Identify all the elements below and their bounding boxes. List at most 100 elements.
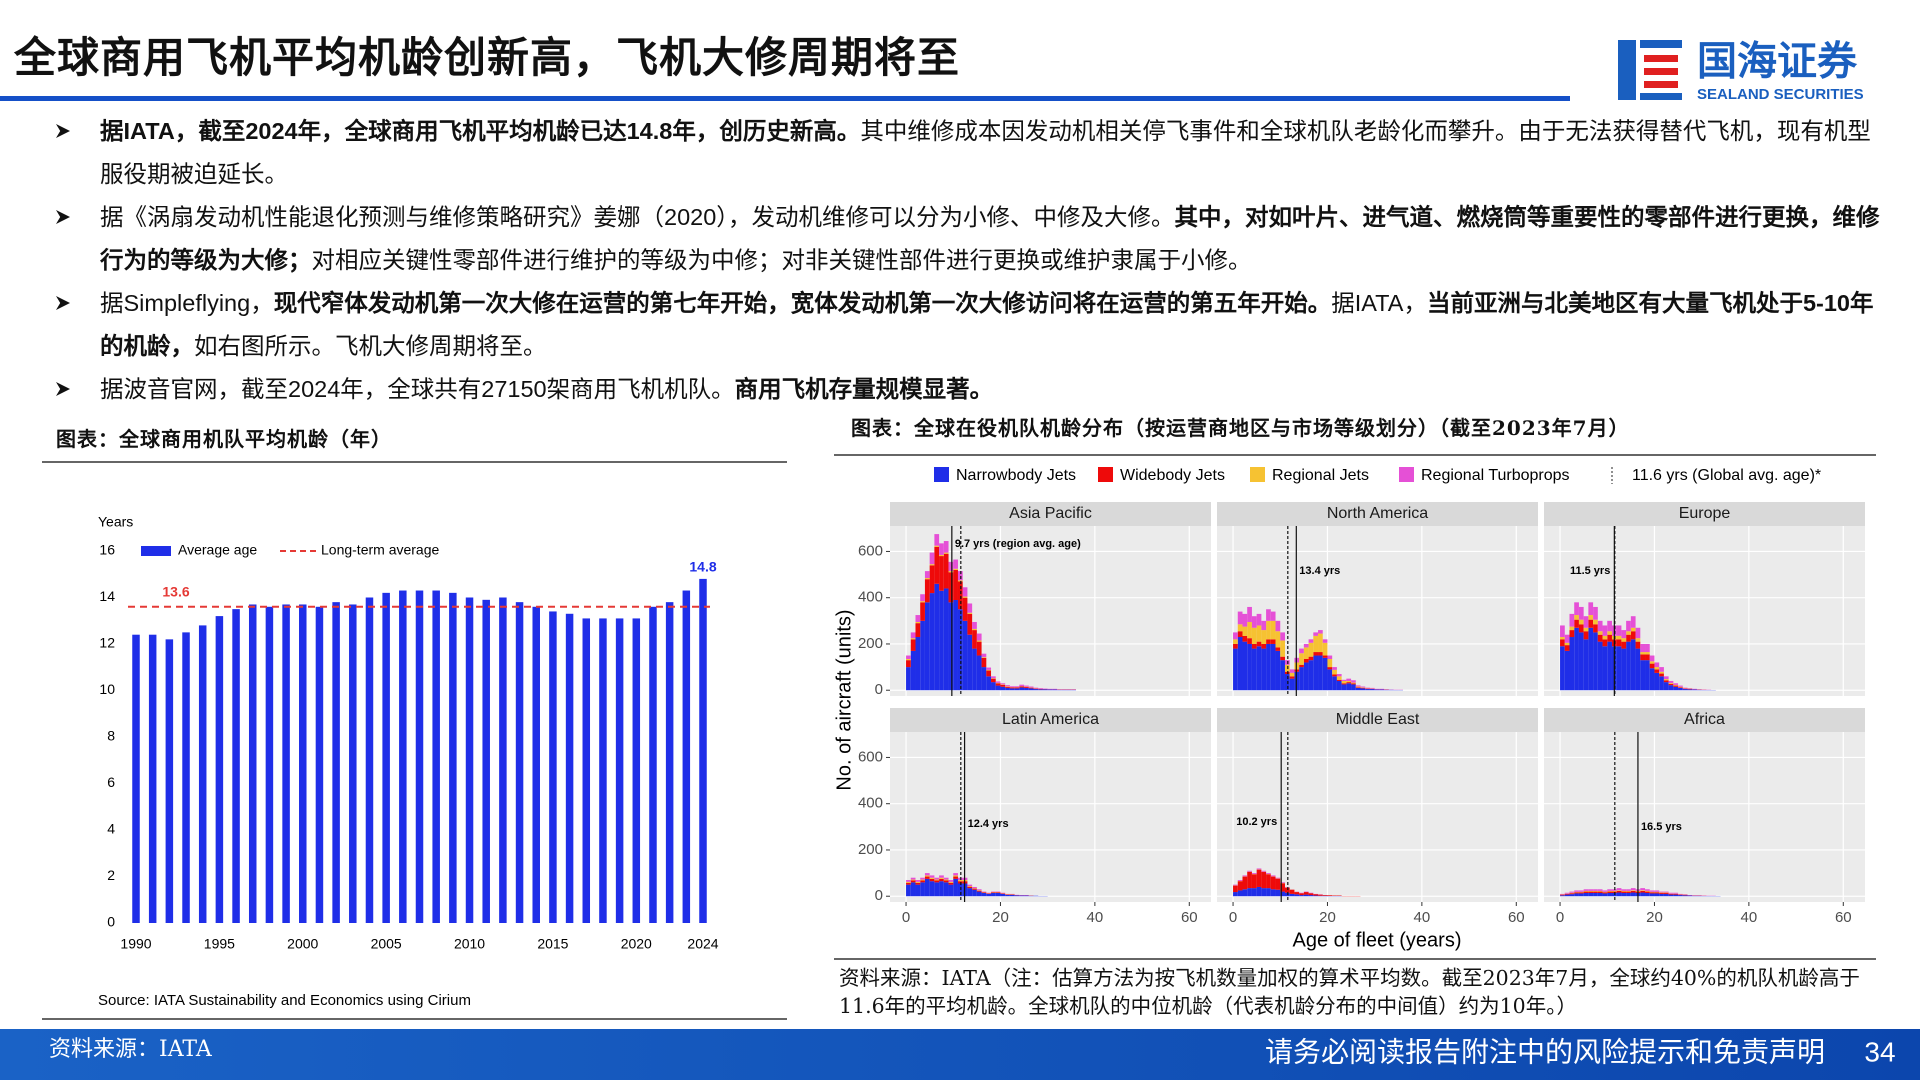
hist-bar [1564, 634, 1570, 643]
hist-bar [906, 658, 911, 661]
hist-bar [1578, 890, 1584, 892]
legend-swatch [934, 467, 949, 482]
hist-bar [948, 881, 954, 883]
bullet-text: 据IATA，截至2024年，全球商用飞机平均机龄已达14.8年，创历史新高。 [100, 118, 861, 144]
hist-bar [943, 882, 949, 897]
hist-bar [1299, 648, 1304, 654]
y-tick-label: 600 [858, 542, 883, 559]
hist-bar [1289, 676, 1295, 679]
bar [132, 634, 140, 923]
hist-bar [915, 637, 921, 691]
bar [148, 634, 157, 923]
hist-bar [1640, 888, 1646, 891]
bar [399, 590, 407, 923]
hist-bar [1602, 646, 1608, 691]
hist-bar [991, 678, 996, 683]
hist-bar [1678, 685, 1683, 687]
bar [515, 602, 524, 923]
panel-title: Asia Pacific [1009, 505, 1092, 522]
hist-bar [1649, 661, 1655, 664]
hist-bar [943, 541, 949, 553]
hist-bar [1261, 870, 1267, 872]
hist-bar [967, 888, 973, 897]
hist-bar [1332, 674, 1337, 677]
x-tick-label: 20 [1319, 909, 1336, 926]
hist-bar [1355, 685, 1361, 687]
bar [349, 604, 357, 923]
hist-bar [1583, 639, 1589, 691]
hist-bar [976, 891, 982, 897]
x-tick-label: 1990 [120, 936, 151, 952]
hist-bar [976, 640, 982, 642]
hist-bar [1280, 640, 1285, 657]
hist-bar [1270, 620, 1276, 640]
panel-title: Middle East [1336, 711, 1420, 728]
hist-bar [953, 569, 958, 601]
hist-bar [953, 559, 958, 569]
avg-label: 9.7 yrs (region avg. age) [955, 538, 1081, 550]
hist-bar [1275, 650, 1281, 691]
title: 全球商用飞机平均机龄创新高，飞机大修周期将至 [14, 34, 961, 81]
hist-bar [1351, 680, 1356, 683]
hist-bar [1645, 660, 1650, 691]
hist-bar [1346, 683, 1352, 691]
hist-bar [1602, 893, 1608, 897]
bar [198, 625, 207, 923]
hist-bar [1621, 641, 1627, 649]
hist-bar [929, 593, 935, 691]
hist-bar [1374, 689, 1380, 691]
hist-bar [1313, 632, 1319, 636]
hist-bar [1616, 639, 1622, 647]
hist-bar [1308, 642, 1314, 657]
panel-title: North America [1327, 505, 1428, 522]
hist-bar [1019, 895, 1025, 897]
avg-label: 10.2 yrs [1236, 816, 1277, 828]
hist-bar [929, 564, 935, 566]
hist-bar [1659, 893, 1664, 897]
hist-bar [1299, 895, 1304, 897]
hist-bar [1275, 647, 1281, 651]
hist-bar [1602, 639, 1608, 647]
hist-bar [1270, 639, 1276, 644]
hist-bar [1355, 687, 1361, 691]
hist-bar [1607, 890, 1612, 892]
hist-bar [1318, 633, 1323, 653]
hist-bar [906, 667, 911, 691]
hist-bar [929, 878, 935, 882]
hist-bar [1280, 656, 1285, 661]
bullet-text: 据IATA， [1331, 290, 1427, 316]
hist-bar [1654, 669, 1660, 673]
hist-bar [1597, 641, 1603, 691]
hist-bar [1365, 687, 1370, 689]
hist-bar [1621, 891, 1627, 893]
hist-bar [953, 875, 958, 877]
hist-bar [915, 880, 921, 882]
hist-bar [906, 660, 911, 668]
hist-bar [1322, 642, 1328, 656]
hist-bar [957, 609, 963, 691]
hist-bar [1233, 643, 1238, 649]
hist-bar [1574, 890, 1579, 892]
hist-bar [976, 641, 982, 656]
hist-bar [1042, 689, 1048, 691]
hist-bar [1569, 626, 1575, 631]
hist-bar [1630, 627, 1636, 632]
hist-bar [939, 554, 944, 557]
y-tick-label: 0 [875, 887, 883, 904]
hist-bar [1313, 655, 1319, 691]
x-tick-label: 2015 [537, 936, 568, 952]
panel-title: Africa [1684, 711, 1725, 728]
hist-bar [1000, 893, 1006, 897]
hist-bar [943, 880, 949, 883]
hist-bar [1261, 648, 1267, 691]
y-tick-label: 8 [107, 728, 115, 744]
hist-bar [906, 655, 911, 659]
hist-bar [1346, 682, 1352, 684]
bullet-text: 商用飞机存量规模显著。 [734, 376, 994, 402]
hist-bar [1640, 660, 1646, 691]
hist-bar [1237, 637, 1243, 691]
hist-bar [1583, 889, 1589, 891]
hist-bar [1355, 686, 1361, 688]
bullet-text: 其中，对如叶片、进气道、燃烧筒等重要性的零部件进行更换，维修行为的等级为大修； [100, 204, 1880, 273]
hist-bar [1569, 894, 1575, 897]
